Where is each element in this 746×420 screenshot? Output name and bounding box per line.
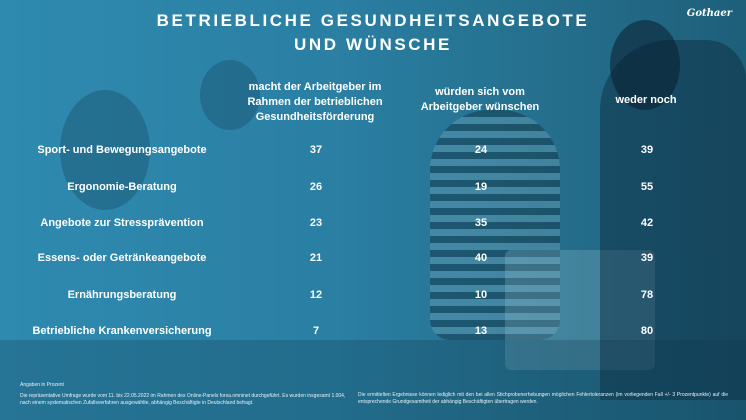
survey-note: Die repräsentative Umfrage wurde vom 11.… (20, 393, 346, 406)
table-cell: 37 (309, 144, 323, 156)
error-tolerance-note: Die ermittelten Ergebnisse können ledigl… (358, 392, 728, 405)
table-cell: 40 (474, 252, 488, 264)
table-cell: 35 (474, 217, 488, 229)
table-cell: 10 (474, 289, 488, 301)
table-cell: 39 (640, 144, 654, 156)
row-label: Betriebliche Krankenversicherung (32, 325, 212, 337)
table-row: Sport- und Bewegungsangebote 37 24 39 (0, 141, 746, 159)
row-label: Ergonomie-Beratung (67, 181, 177, 193)
table-row: Angebote zur Stressprävention 23 35 42 (0, 214, 746, 232)
background-laptop (505, 250, 655, 370)
table-row: Essens- oder Getränkeangebote 21 40 39 (0, 249, 746, 267)
column-header-neither: weder noch (615, 94, 677, 106)
column-header-wishes: würden sich vom Arbeitgeber wünschen (420, 86, 540, 113)
background-figure-back (200, 60, 260, 130)
table-cell: 21 (309, 252, 323, 264)
table-cell: 12 (309, 289, 323, 301)
column-header-employer-offers: macht der Arbeitgeber im Rahmen der betr… (247, 81, 383, 123)
unit-note: Angaben in Prozent (20, 382, 64, 388)
row-label: Angebote zur Stressprävention (40, 217, 204, 229)
background-desk (0, 340, 746, 420)
background-head (610, 20, 680, 110)
table-cell: 13 (474, 325, 488, 337)
row-label: Sport- und Bewegungsangebote (37, 144, 207, 156)
row-label: Essens- oder Getränkeangebote (37, 252, 207, 264)
title-line-2: UND WÜNSCHE (294, 35, 452, 54)
table-cell: 55 (640, 181, 654, 193)
table-cell: 26 (309, 181, 323, 193)
table-cell: 80 (640, 325, 654, 337)
table-cell: 23 (309, 217, 323, 229)
background-figure-left (60, 90, 150, 210)
table-cell: 78 (640, 289, 654, 301)
table-cell: 7 (312, 325, 320, 337)
table-cell: 42 (640, 217, 654, 229)
table-cell: 19 (474, 181, 488, 193)
background-figure-woman (430, 110, 560, 340)
row-label: Ernährungsberatung (67, 289, 177, 301)
table-row: Betriebliche Krankenversicherung 7 13 80 (0, 322, 746, 340)
gothaer-logo: Gothaer (686, 8, 732, 19)
table-cell: 24 (474, 144, 488, 156)
table-cell: 39 (640, 252, 654, 264)
table-row: Ergonomie-Beratung 26 19 55 (0, 178, 746, 196)
table-row: Ernährungsberatung 12 10 78 (0, 286, 746, 304)
page-title: BETRIEBLICHE GESUNDHEITSANGEBOTE UND WÜN… (0, 9, 746, 57)
title-line-1: BETRIEBLICHE GESUNDHEITSANGEBOTE (156, 11, 590, 30)
